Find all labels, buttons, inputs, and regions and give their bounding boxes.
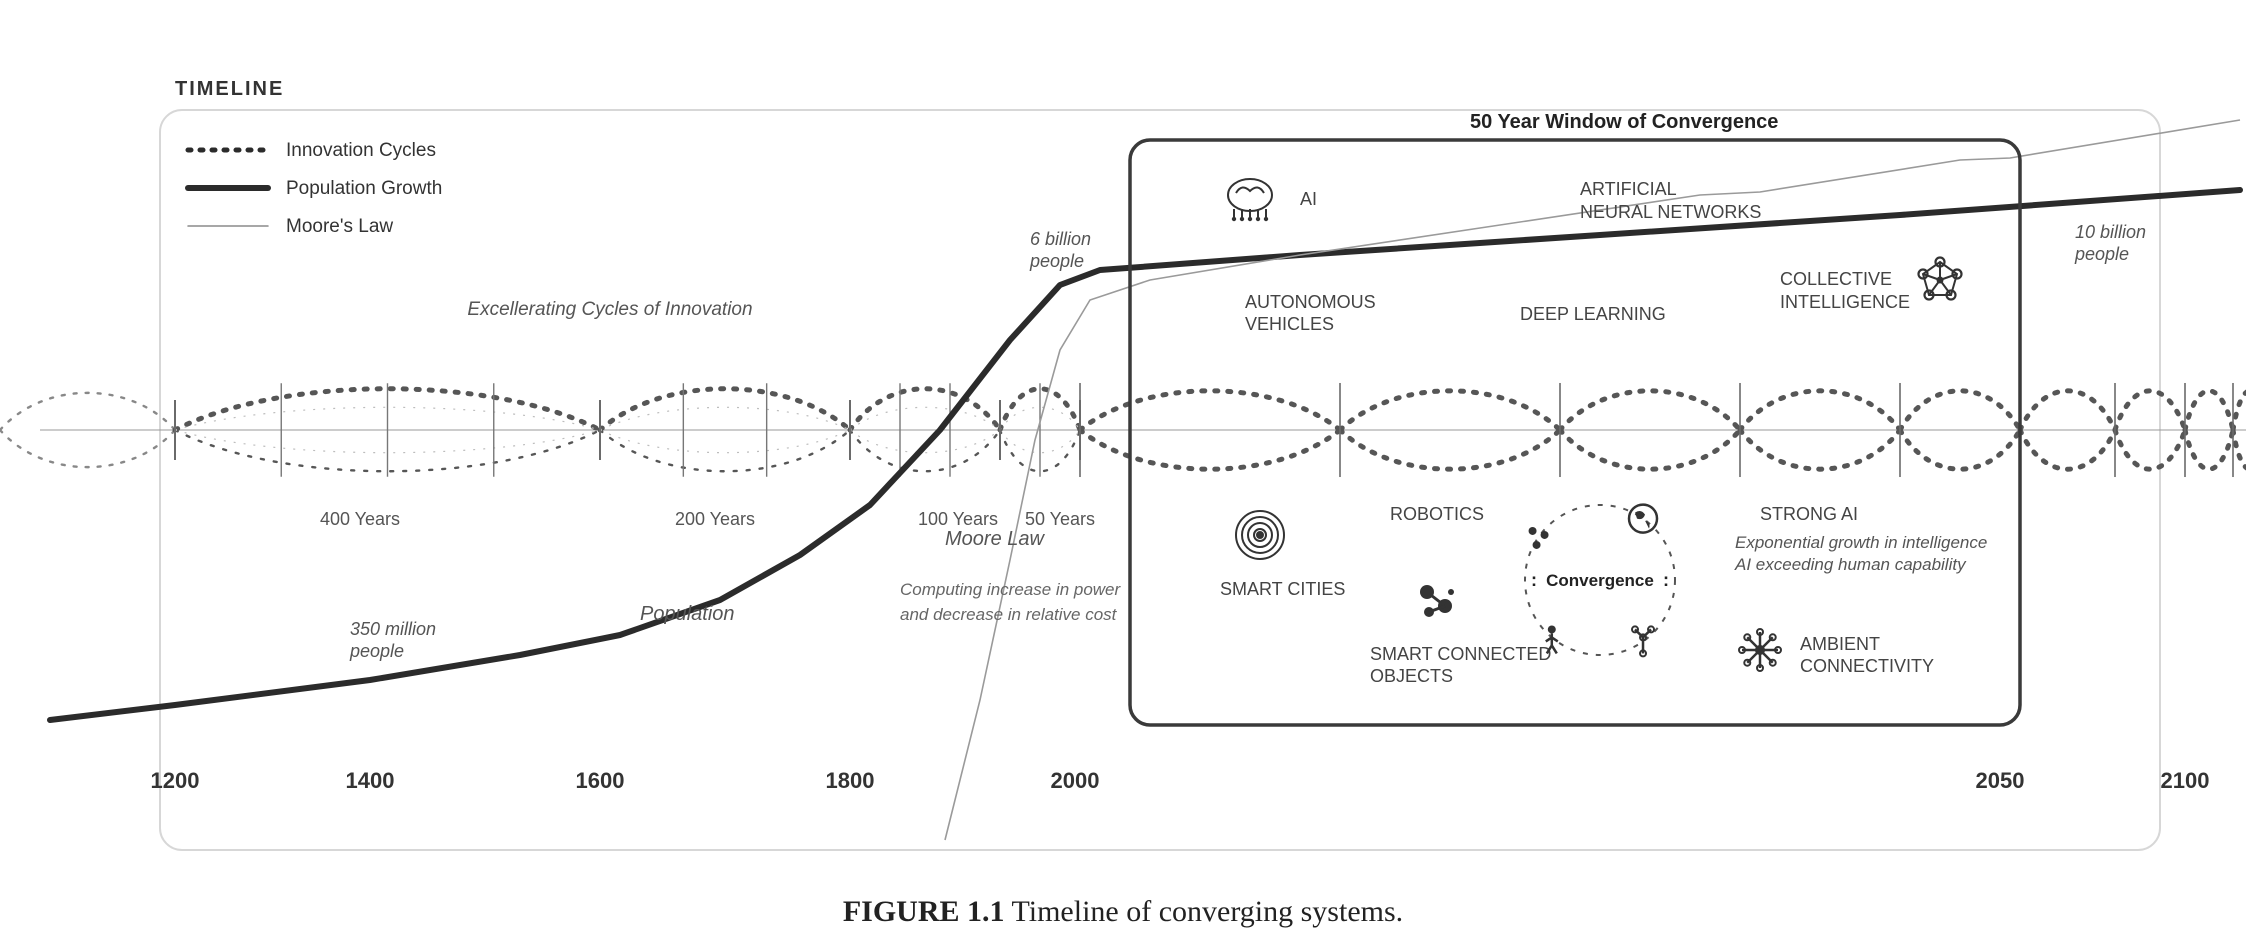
- topic-av: VEHICLES: [1245, 314, 1334, 334]
- branch-icon: [1632, 626, 1654, 656]
- figure-caption: FIGURE 1.1 Timeline of converging system…: [0, 895, 2246, 929]
- topic-amb: AMBIENT: [1800, 634, 1880, 654]
- cycle-lobe: [1080, 430, 1340, 469]
- cycle-lobe: [2115, 391, 2185, 430]
- svg-text::: :: [1663, 570, 1669, 590]
- topic-ci: COLLECTIVE: [1780, 269, 1892, 289]
- population-annotation: people: [349, 641, 404, 661]
- cycle-lobe-inner: [850, 407, 1000, 430]
- year-label: 2100: [2161, 768, 2210, 793]
- globe-icon: [1629, 505, 1657, 533]
- cycle-lobe-inner: [600, 430, 850, 453]
- topic-amb: CONNECTIVITY: [1800, 656, 1934, 676]
- topic-ai: AI: [1300, 189, 1317, 209]
- timeline-diagram: TIMELINE Innovation Cycles Population Grow…: [0, 0, 2246, 940]
- cycle-span-label: 400 Years: [320, 509, 400, 529]
- cycle-lobe: [1740, 430, 1900, 469]
- timeline-title: TIMELINE: [175, 78, 284, 100]
- cycle-lobe: [2233, 391, 2246, 430]
- cycle-span-label: 100 Years: [918, 509, 998, 529]
- moore-line: [945, 120, 2240, 840]
- target-icon: [1236, 511, 1284, 559]
- cycle-lobe: [2185, 430, 2233, 469]
- svg-text::: :: [1531, 570, 1537, 590]
- year-label: 2000: [1051, 768, 1100, 793]
- outer-frame: [160, 110, 2160, 850]
- topic-ci: INTELLIGENCE: [1780, 292, 1910, 312]
- convergence-title: 50 Year Window of Convergence: [1470, 111, 1778, 133]
- cycle-span-label: 200 Years: [675, 509, 755, 529]
- population-annotation: 6 billion: [1030, 229, 1091, 249]
- year-label: 1800: [826, 768, 875, 793]
- topic-ann: ARTIFICIAL: [1580, 179, 1677, 199]
- topic-sco: OBJECTS: [1370, 666, 1453, 686]
- cycle-lobe: [2185, 391, 2233, 430]
- moore-label: Moore Law: [945, 528, 1045, 550]
- strong-ai-note: Exponential growth in intelligence: [1735, 533, 1987, 552]
- convergence-label: Convergence: [1546, 571, 1654, 590]
- population-annotation: people: [1029, 251, 1084, 271]
- cycle-lobe: [1340, 391, 1560, 430]
- moore-note: and decrease in relative cost: [900, 605, 1118, 624]
- year-label: 1200: [151, 768, 200, 793]
- strong-ai-note: AI exceeding human capability: [1734, 555, 1967, 574]
- brain-icon: [1228, 179, 1272, 221]
- legend-label: Innovation Cycles: [286, 140, 436, 161]
- year-label: 1600: [576, 768, 625, 793]
- cycle-lobe: [1080, 391, 1340, 430]
- cycle-lobe: [0, 430, 175, 467]
- population-annotation: 350 million: [350, 619, 436, 639]
- nodes-icon: [1420, 585, 1454, 617]
- topic-sai: STRONG AI: [1760, 504, 1858, 524]
- cycle-lobe: [1740, 391, 1900, 430]
- figure-number: FIGURE 1.1: [843, 895, 1005, 928]
- network-icon: [1919, 258, 1962, 300]
- cycle-lobe: [2115, 430, 2185, 469]
- population-annotation: 10 billion: [2075, 222, 2146, 242]
- innovation-note: Excellerating Cycles of Innovation: [467, 299, 752, 320]
- convergence-frame: [1130, 140, 2020, 725]
- topic-av: AUTONOMOUS: [1245, 292, 1376, 312]
- legend-label: Moore's Law: [286, 216, 393, 237]
- cycle-lobe-inner: [600, 407, 850, 430]
- cycle-lobe: [850, 389, 1000, 430]
- year-label: 2050: [1976, 768, 2025, 793]
- figure-text: Timeline of converging systems.: [1005, 895, 1404, 928]
- cycle-lobe: [2233, 430, 2246, 469]
- topic-sc: SMART CITIES: [1220, 579, 1345, 599]
- cycle-lobe: [2020, 391, 2115, 430]
- topic-ann: NEURAL NETWORKS: [1580, 202, 1761, 222]
- cycle-lobe: [2020, 430, 2115, 469]
- cycle-lobe: [600, 389, 850, 430]
- cycle-lobe: [1560, 430, 1740, 469]
- cycle-lobe: [850, 430, 1000, 471]
- cycle-lobe: [0, 393, 175, 430]
- topic-rob: ROBOTICS: [1390, 504, 1484, 524]
- page-root: TIMELINE Innovation Cycles Population Grow…: [0, 0, 2246, 940]
- topic-sco: SMART CONNECTED: [1370, 644, 1551, 664]
- cycle-lobe: [1560, 391, 1740, 430]
- moore-note: Computing increase in power: [900, 580, 1122, 599]
- population-annotation: Population: [640, 603, 735, 625]
- diagram-wrap: TIMELINE Innovation Cycles Population Grow…: [0, 0, 2246, 945]
- legend-label: Population Growth: [286, 178, 442, 199]
- star-icon: [1739, 629, 1781, 671]
- dots-icon: [1529, 527, 1549, 549]
- cycle-lobe: [1900, 391, 2020, 430]
- year-label: 1400: [346, 768, 395, 793]
- topic-dl: DEEP LEARNING: [1520, 304, 1666, 324]
- cycle-lobe: [600, 430, 850, 471]
- cycle-lobe: [1900, 430, 2020, 469]
- cycle-span-label: 50 Years: [1025, 509, 1095, 529]
- cycle-lobe: [1340, 430, 1560, 469]
- population-annotation: people: [2074, 244, 2129, 264]
